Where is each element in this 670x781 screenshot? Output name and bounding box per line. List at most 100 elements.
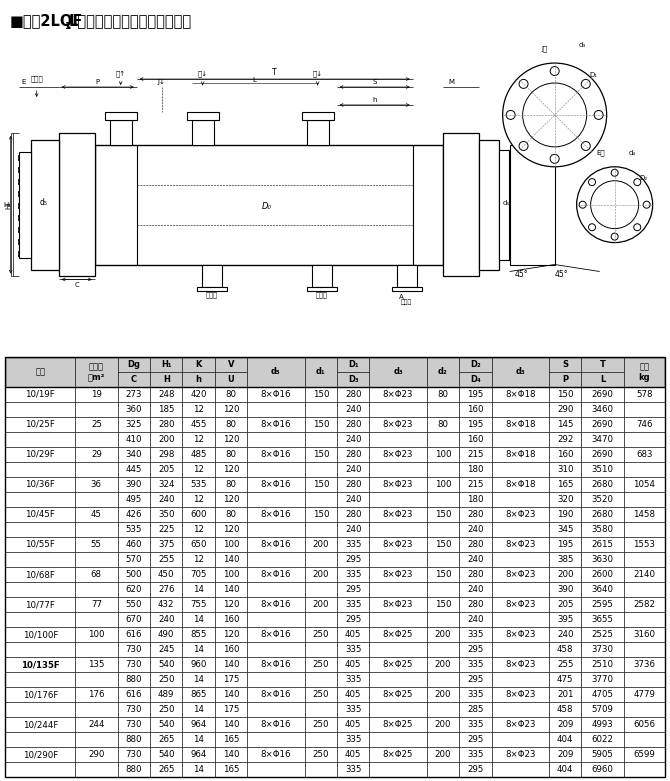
- Bar: [150, 627, 182, 642]
- Text: 404: 404: [557, 735, 574, 744]
- Text: 240: 240: [467, 525, 484, 534]
- Text: 325: 325: [125, 420, 142, 429]
- Bar: [5, 507, 75, 522]
- Text: 3640: 3640: [592, 585, 614, 594]
- Text: P: P: [562, 375, 568, 384]
- Bar: [75, 507, 117, 522]
- Bar: [492, 762, 549, 777]
- Bar: [247, 702, 305, 717]
- Text: 14: 14: [193, 675, 204, 684]
- Bar: [337, 597, 369, 612]
- Bar: [5, 582, 75, 597]
- Bar: [182, 492, 215, 507]
- Text: 340: 340: [125, 450, 142, 459]
- Bar: [182, 717, 215, 732]
- Text: 335: 335: [345, 570, 361, 579]
- Text: 5905: 5905: [592, 750, 614, 759]
- Bar: [492, 747, 549, 762]
- Bar: [75, 672, 117, 687]
- Bar: [75, 567, 117, 582]
- Bar: [582, 417, 624, 432]
- Text: 200: 200: [435, 720, 451, 729]
- Text: L: L: [253, 77, 257, 83]
- Text: 放油孔: 放油孔: [316, 291, 328, 298]
- Bar: [427, 537, 459, 552]
- Bar: [337, 717, 369, 732]
- Bar: [337, 612, 369, 627]
- Text: 8×Φ23: 8×Φ23: [383, 570, 413, 579]
- Text: 2680: 2680: [592, 510, 614, 519]
- Bar: [459, 762, 492, 777]
- Text: 10/77F: 10/77F: [25, 600, 55, 609]
- Bar: [427, 522, 459, 537]
- Text: 240: 240: [467, 615, 484, 624]
- Bar: [75, 537, 117, 552]
- Bar: [549, 522, 582, 537]
- Text: 385: 385: [557, 555, 574, 564]
- Bar: [427, 477, 459, 492]
- Bar: [182, 417, 215, 432]
- Text: 8×Φ16: 8×Φ16: [261, 660, 291, 669]
- Text: 1054: 1054: [633, 480, 655, 489]
- Bar: [624, 672, 665, 687]
- Bar: [150, 687, 182, 702]
- Bar: [582, 732, 624, 747]
- Bar: [427, 747, 459, 762]
- Bar: [492, 522, 549, 537]
- Text: 335: 335: [345, 765, 361, 774]
- Bar: [117, 687, 150, 702]
- Bar: [215, 717, 247, 732]
- Text: 165: 165: [557, 480, 574, 489]
- Text: 排水孔: 排水孔: [401, 300, 412, 305]
- Bar: [117, 492, 150, 507]
- Bar: [150, 747, 182, 762]
- Text: 410: 410: [125, 435, 142, 444]
- Bar: [549, 582, 582, 597]
- Text: 295: 295: [345, 615, 361, 624]
- Bar: [582, 747, 624, 762]
- Bar: [337, 447, 369, 462]
- Circle shape: [550, 66, 559, 76]
- Bar: [427, 492, 459, 507]
- Bar: [105, 112, 137, 120]
- Text: 324: 324: [158, 480, 174, 489]
- Bar: [5, 387, 75, 402]
- Bar: [75, 582, 117, 597]
- Text: 6056: 6056: [633, 720, 655, 729]
- Bar: [624, 522, 665, 537]
- Bar: [427, 447, 459, 462]
- Text: 280: 280: [467, 540, 484, 549]
- Text: 14: 14: [193, 735, 204, 744]
- Text: 10/244F: 10/244F: [23, 720, 58, 729]
- Text: 45°: 45°: [555, 270, 568, 280]
- Circle shape: [591, 180, 639, 229]
- Text: 100: 100: [222, 540, 239, 549]
- Bar: [459, 522, 492, 537]
- Bar: [215, 762, 247, 777]
- Text: 280: 280: [345, 390, 361, 399]
- Bar: [150, 567, 182, 582]
- Text: P: P: [96, 79, 100, 85]
- Bar: [492, 447, 549, 462]
- Bar: [624, 597, 665, 612]
- Circle shape: [634, 224, 641, 230]
- Text: 8×Φ16: 8×Φ16: [261, 750, 291, 759]
- Text: 8×Φ25: 8×Φ25: [383, 630, 413, 639]
- Bar: [582, 477, 624, 492]
- Text: 160: 160: [557, 450, 574, 459]
- Bar: [247, 477, 305, 492]
- Text: 8×Φ23: 8×Φ23: [383, 420, 413, 429]
- Bar: [392, 287, 421, 291]
- Bar: [427, 657, 459, 672]
- Bar: [187, 112, 218, 120]
- Bar: [459, 417, 492, 432]
- Bar: [492, 582, 549, 597]
- Bar: [247, 732, 305, 747]
- Bar: [427, 357, 459, 387]
- Bar: [150, 582, 182, 597]
- Bar: [117, 762, 150, 777]
- Text: 360: 360: [125, 405, 142, 414]
- Text: 25: 25: [91, 420, 102, 429]
- Text: 8×Φ16: 8×Φ16: [261, 690, 291, 699]
- Text: 14: 14: [193, 705, 204, 714]
